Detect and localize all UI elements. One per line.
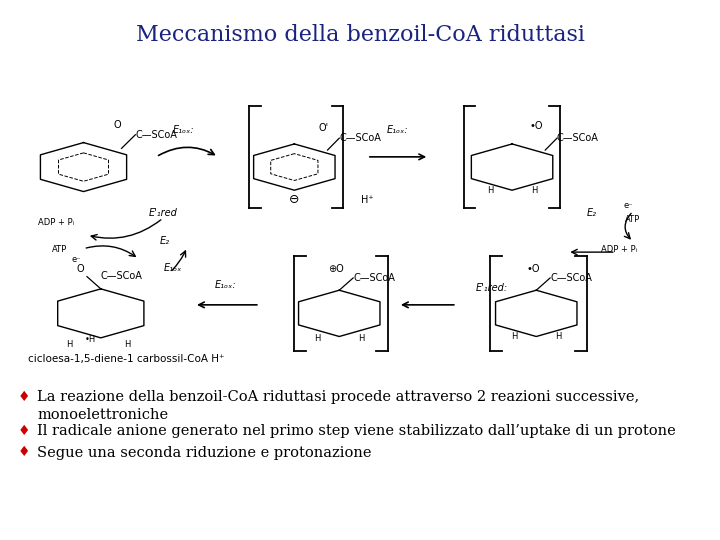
Text: •O: •O — [529, 122, 543, 131]
Text: H: H — [511, 332, 518, 341]
Text: E₁ₒₓ:: E₁ₒₓ: — [173, 125, 194, 135]
Text: ATP: ATP — [625, 214, 640, 224]
Text: O: O — [76, 264, 84, 274]
Text: cicloesa-1,5-diene-1 carbossil-CoA H⁺: cicloesa-1,5-diene-1 carbossil-CoA H⁺ — [28, 354, 225, 364]
Text: H⁺: H⁺ — [361, 195, 373, 205]
Text: E'₁red: E'₁red — [148, 208, 177, 218]
Text: O: O — [114, 120, 122, 130]
Text: H: H — [66, 340, 73, 349]
Text: e⁻: e⁻ — [72, 255, 81, 265]
Text: C—SCoA: C—SCoA — [550, 273, 592, 283]
Text: E₁ₒₓ: E₁ₒₓ — [164, 263, 183, 273]
Text: H: H — [531, 186, 537, 194]
Text: e⁻: e⁻ — [624, 201, 633, 210]
Text: E'₁red:: E'₁red: — [475, 284, 508, 293]
Text: H: H — [124, 340, 130, 349]
Text: O': O' — [319, 123, 329, 133]
Text: E₁ₒₓ:: E₁ₒₓ: — [387, 125, 409, 135]
Text: E₂: E₂ — [587, 208, 597, 218]
Text: C—SCoA: C—SCoA — [557, 133, 599, 143]
Text: E₁ₒₓ:: E₁ₒₓ: — [215, 280, 236, 290]
Text: H: H — [487, 186, 493, 194]
Text: •H: •H — [85, 335, 96, 345]
Text: ♦: ♦ — [18, 446, 30, 460]
Text: H: H — [314, 334, 320, 343]
Text: ♦: ♦ — [18, 390, 30, 404]
Text: Segue una seconda riduzione e protonazione: Segue una seconda riduzione e protonazio… — [37, 446, 372, 460]
Text: ⊕O: ⊕O — [328, 264, 343, 274]
Text: monoelettroniche: monoelettroniche — [37, 408, 168, 422]
Text: C—SCoA: C—SCoA — [135, 130, 177, 140]
Text: La reazione della benzoil-CoA riduttasi procede attraverso 2 reazioni successive: La reazione della benzoil-CoA riduttasi … — [37, 390, 639, 404]
Text: ⊖: ⊖ — [289, 193, 300, 206]
Text: C—SCoA: C—SCoA — [339, 133, 381, 143]
Text: Meccanismo della benzoil-CoA riduttasi: Meccanismo della benzoil-CoA riduttasi — [135, 24, 585, 46]
Text: C—SCoA: C—SCoA — [101, 271, 143, 281]
Text: ADP + Pᵢ: ADP + Pᵢ — [38, 218, 74, 227]
Text: ♦: ♦ — [18, 424, 30, 438]
Text: E₂: E₂ — [160, 235, 170, 246]
Text: •O: •O — [526, 264, 539, 274]
Text: H: H — [555, 332, 562, 341]
Text: ADP + Pᵢ: ADP + Pᵢ — [601, 245, 637, 254]
Text: ATP: ATP — [52, 245, 67, 254]
Text: C—SCoA: C—SCoA — [353, 273, 395, 283]
Text: Il radicale anione generato nel primo step viene stabilizzato dall’uptake di un : Il radicale anione generato nel primo st… — [37, 424, 676, 438]
Text: H: H — [358, 334, 364, 343]
